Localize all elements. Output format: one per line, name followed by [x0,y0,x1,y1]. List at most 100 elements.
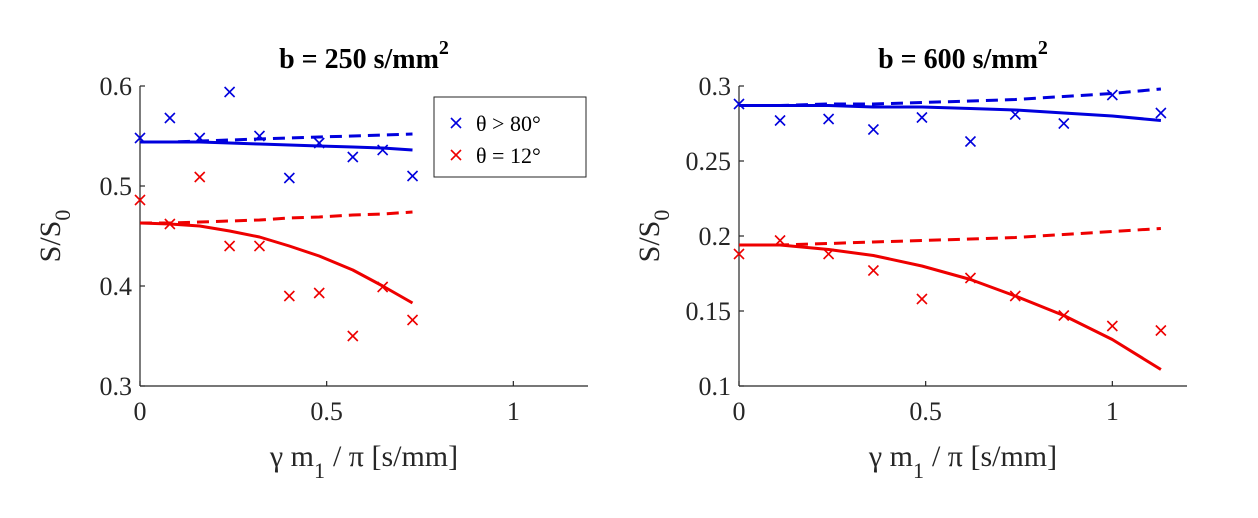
data-point-x-marker [313,287,325,299]
data-point-x-marker [164,112,176,124]
fit-line-dashed [140,210,413,225]
data-point-x-marker [1155,107,1167,119]
x-marker-stroke [964,135,977,148]
data-point-x-marker [283,290,295,302]
x-axis-label-rest: / π [s/mm] [932,440,1057,473]
x-marker-stroke [134,194,146,206]
data-point-x-marker [964,135,977,148]
x-axis-label-subscript: 1 [913,458,924,483]
legend-marker [450,117,462,129]
x-marker-stroke [283,290,295,302]
fit-line-solid [140,140,413,152]
x-marker-stroke [1106,89,1118,101]
x-axis-label-subscript: 1 [314,458,325,483]
fit-line-solid [139,221,414,305]
y-tick-label: 0.5 [100,172,133,201]
x-marker-stroke [1106,320,1118,332]
data-point-x-marker [253,240,266,252]
fit-line-solid [739,104,1162,122]
x-marker-stroke [347,330,359,342]
x-tick-label: 0.5 [310,397,343,426]
data-point-x-marker [733,248,745,260]
data-point-x-marker [867,123,879,136]
data-point-x-marker [283,172,295,184]
y-tick-label: 0.6 [100,72,133,101]
y-axis-label-base: S/S [34,221,67,263]
x-marker-stroke [134,132,146,144]
y-tick-label: 0.25 [686,147,732,176]
data-point-x-marker [347,330,359,342]
data-point-x-marker [406,170,419,182]
data-point-x-marker [1106,89,1118,101]
y-axis-label-subscript: 0 [649,210,674,221]
y-tick-label: 0.1 [699,372,732,401]
x-marker-stroke [377,144,389,156]
y-axis-label-base: S/S [633,221,666,263]
x-marker-stroke [823,113,835,125]
legend-marker [450,149,462,161]
x-marker-stroke [916,293,928,305]
x-axis-label: γ m1 / π [s/mm] [868,440,1057,483]
x-marker-stroke [450,149,462,161]
x-marker-stroke [406,314,419,326]
data-point-x-marker [224,240,236,252]
data-point-x-marker [406,314,419,326]
y-tick-label: 0.4 [100,272,133,301]
x-marker-stroke [867,264,879,277]
data-point-x-marker [134,194,146,206]
x-marker-stroke [253,240,266,252]
x-marker-stroke [194,171,206,183]
x-marker-stroke [733,248,745,260]
x-marker-stroke [1155,107,1167,119]
x-tick-label: 0 [733,397,746,426]
data-point-x-marker [347,151,359,163]
x-axis-label: γ m1 / π [s/mm] [269,440,458,483]
y-tick-label: 0.15 [686,297,732,326]
x-marker-stroke [1058,117,1070,130]
y-tick-label: 0.2 [699,222,732,251]
data-point-x-marker [224,86,236,98]
fit-line-dashed [739,227,1161,247]
y-tick-label: 0.3 [100,372,133,401]
data-point-x-marker [774,114,786,127]
y-axis-label-subscript: 0 [50,210,75,221]
chart-title-text: b = 600 s/mm [878,44,1038,75]
data-point-x-marker [1106,320,1118,332]
data-point-x-marker [867,264,879,277]
data-point-x-marker [1058,117,1070,130]
data-point-x-marker [823,113,835,125]
x-axis-label-rest: / π [s/mm] [333,440,458,473]
chart-title-superscript: 2 [1038,37,1048,59]
x-marker-stroke [283,172,295,184]
chart-title: b = 600 s/mm2 [878,37,1048,75]
legend: θ > 80° θ = 12° [433,96,587,178]
chart-title-text: b = 250 s/mm [279,44,439,75]
y-axis-label: S/S0 [633,210,674,263]
x-marker-stroke [224,86,236,98]
x-marker-stroke [867,123,879,136]
x-marker-stroke [450,117,462,129]
x-tick-label: 1 [507,397,520,426]
chart-title-superscript: 2 [439,37,449,59]
data-point-x-marker [916,111,928,124]
x-axis-label-base: γ m [269,440,314,473]
legend-box [433,96,587,178]
x-marker-stroke [774,114,786,127]
x-tick-label: 1 [1106,397,1119,426]
y-axis-label: S/S0 [34,210,75,263]
fit-line-dashed [140,132,413,144]
chart-title: b = 250 s/mm2 [279,37,449,75]
x-marker-stroke [1155,324,1167,337]
fit-line-dashed [739,87,1162,107]
data-point-x-marker [916,293,928,305]
legend-label: θ = 12° [476,143,541,168]
x-marker-stroke [916,111,928,124]
x-marker-stroke [347,151,359,163]
x-tick-label: 0.5 [909,397,942,426]
x-marker-stroke [406,170,419,182]
x-marker-stroke [164,112,176,124]
x-marker-stroke [313,287,325,299]
